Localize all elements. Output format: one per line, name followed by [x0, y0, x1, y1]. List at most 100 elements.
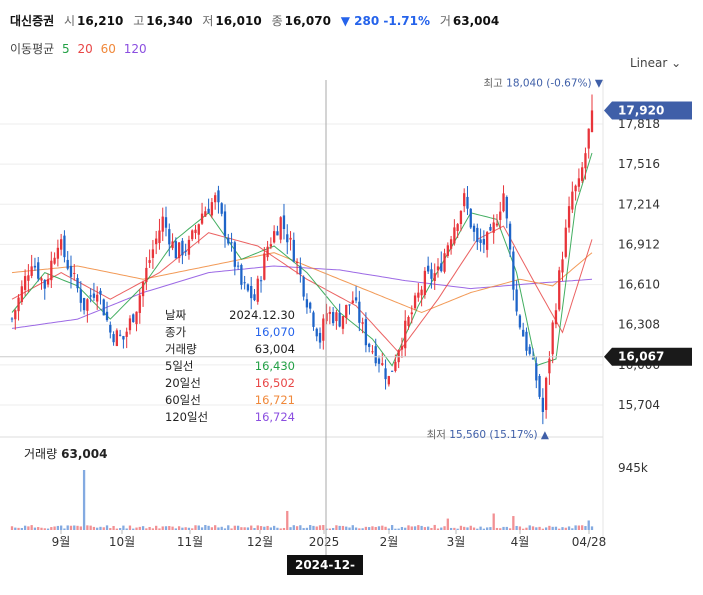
volume-bar — [335, 525, 338, 530]
candle-body — [200, 213, 204, 224]
candle — [53, 252, 56, 265]
volume-bar — [118, 528, 122, 530]
candle-body — [122, 336, 125, 340]
candle — [495, 214, 499, 228]
candle-body — [331, 312, 335, 324]
candle-body — [177, 242, 181, 259]
volume-bar — [440, 527, 443, 530]
ma60-line — [11, 252, 593, 314]
candle-body — [118, 334, 122, 336]
volume-bar — [197, 525, 200, 530]
price-chart-canvas[interactable]: 17,818 17,516 17,214 16,912 16,610 16,308 16,0… — [0, 0, 703, 575]
volume-bar — [358, 528, 361, 530]
candle-body — [456, 224, 459, 232]
candle — [227, 233, 230, 246]
volume-bar — [302, 528, 305, 530]
candle — [191, 229, 194, 242]
price-summary-header: 대신증권 시 16,210 고 16,340 저 16,010 종 16,070 ▼ 2… — [10, 12, 505, 29]
volume-bar — [151, 528, 155, 530]
candle — [476, 223, 479, 250]
volume-bar — [37, 527, 40, 530]
candle — [269, 237, 273, 250]
volume-bar — [20, 527, 23, 530]
candle-body — [295, 261, 299, 263]
candle-body — [112, 334, 115, 343]
chevron-down-icon: ⌄ — [671, 56, 682, 70]
volume-bar — [53, 526, 56, 530]
volume-bar — [341, 525, 345, 530]
volume-bar — [269, 527, 273, 530]
candle-body — [489, 226, 492, 231]
volume-bar — [390, 525, 394, 530]
ma-legend-20[interactable]: 20 — [77, 42, 93, 56]
candle-body — [531, 358, 535, 360]
scale-mode-dropdown[interactable]: Linear ⌄ — [630, 56, 681, 70]
volume-bar — [56, 525, 60, 530]
candle-body — [354, 297, 358, 301]
volume-bar — [446, 518, 449, 530]
candle-body — [430, 269, 433, 279]
candle — [433, 263, 436, 290]
date-tick-label: 12월 — [247, 535, 273, 549]
candle-body — [128, 318, 132, 331]
candle-body — [495, 223, 499, 226]
volume-bar — [577, 525, 581, 530]
candle — [135, 311, 138, 332]
candle-body — [69, 265, 73, 277]
candle-body — [96, 294, 99, 302]
candle-body — [433, 273, 436, 281]
candle-body — [76, 278, 79, 289]
candle — [76, 274, 79, 293]
candle-body — [440, 263, 443, 272]
candle-body — [390, 370, 394, 372]
ma20-line — [11, 225, 593, 354]
candle — [289, 231, 292, 251]
candle-body — [485, 232, 489, 250]
volume-bar — [315, 526, 318, 530]
volume-bar — [109, 528, 112, 530]
crosshair-tooltip: 날짜 2024.12.30 종가 16,070 거래량 63,004 5일선 16,43… — [165, 307, 295, 426]
candle-body — [141, 282, 145, 297]
candle — [161, 207, 164, 242]
volume-bar — [322, 525, 325, 530]
open-value: 16,210 — [77, 14, 124, 28]
candle-body — [197, 224, 200, 235]
candle — [33, 257, 37, 271]
candle-body — [10, 318, 14, 320]
candle — [145, 257, 148, 291]
candle-body — [135, 311, 138, 325]
candle — [236, 261, 240, 270]
candle-body — [564, 227, 567, 257]
volume-bar — [155, 525, 158, 530]
candle — [46, 273, 50, 288]
candle — [168, 223, 171, 257]
candle — [79, 281, 82, 312]
candle — [174, 237, 177, 259]
date-tick-label: 10월 — [109, 535, 135, 549]
candle-body — [50, 260, 53, 281]
volume-bar — [512, 516, 515, 530]
ma-legend-120[interactable]: 120 — [123, 42, 147, 56]
volume-bar — [282, 527, 286, 530]
candle — [122, 335, 125, 349]
volume-bar — [102, 527, 105, 530]
candle-body — [299, 265, 302, 275]
ma-legend-5[interactable]: 5 — [62, 42, 70, 56]
volume-bar — [551, 526, 554, 530]
candle-body — [125, 331, 128, 337]
candle-body — [161, 216, 164, 232]
candle-body — [223, 211, 227, 237]
candle — [99, 288, 102, 305]
candle — [89, 288, 92, 303]
candle — [20, 280, 23, 305]
min-price-prefix: 최저 — [427, 429, 450, 441]
candle — [469, 208, 472, 229]
high-label: 고 — [133, 14, 145, 28]
candle — [309, 301, 312, 313]
volume-bar — [60, 525, 63, 530]
volume-bar — [433, 524, 436, 530]
candle-body — [99, 290, 102, 295]
volume-bar — [177, 526, 181, 530]
ma-legend-60[interactable]: 60 — [100, 42, 116, 56]
candle-body — [381, 363, 384, 365]
